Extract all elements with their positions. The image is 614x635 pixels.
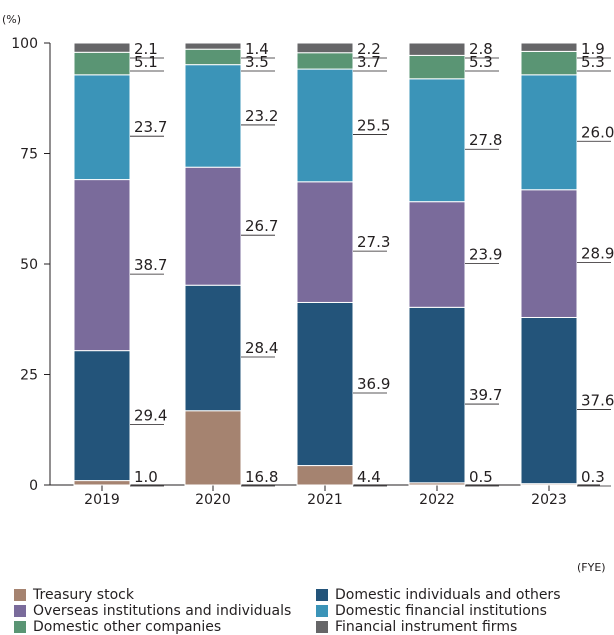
- data-label: 5.3: [469, 53, 493, 71]
- y-tick-label: 50: [20, 257, 38, 273]
- legend-swatch: [316, 589, 328, 601]
- data-label: 5.3: [581, 53, 605, 71]
- data-label: 2.2: [357, 40, 381, 58]
- bar-segment: [184, 166, 242, 286]
- data-label: 1.0: [134, 468, 158, 486]
- bar-segment: [184, 42, 242, 50]
- legend-item-treasury-stock: Treasury stock: [14, 587, 134, 603]
- data-label: 26.7: [245, 217, 278, 235]
- legend-item-domestic-other-companies: Domestic other companies: [14, 619, 221, 635]
- x-tick-label: 2020: [195, 492, 231, 508]
- legend-label: Treasury stock: [33, 587, 134, 603]
- legend-item-financial-instrument-firms: Financial instrument firms: [316, 619, 517, 635]
- data-label: 27.3: [357, 233, 390, 251]
- chart-svg: 0 25 50 75 100 2019 1.0 29.4 38.7 23.7 5.12.1 2020 1…: [11, 36, 614, 508]
- data-label: 23.2: [245, 107, 278, 125]
- data-label: 1.9: [581, 40, 605, 58]
- data-label: 3.7: [357, 53, 381, 71]
- bar-segment: [408, 78, 466, 203]
- data-label: 28.9: [581, 245, 614, 263]
- bar-segment: [408, 201, 466, 308]
- bar-segment: [408, 306, 466, 484]
- y-tick-label: 0: [29, 478, 38, 494]
- data-label: 25.5: [357, 116, 390, 134]
- legend-swatch: [14, 621, 26, 633]
- x-tick-label: 2023: [531, 492, 567, 508]
- bar-segment: [184, 48, 242, 66]
- y-unit-label: (%): [2, 13, 22, 26]
- bar-segment: [73, 74, 131, 181]
- legend-label: Overseas institutions and individuals: [33, 603, 292, 619]
- data-label: 16.8: [245, 468, 278, 486]
- bar-segment: [184, 410, 242, 486]
- legend-label: Domestic financial institutions: [335, 603, 547, 619]
- data-label: 0.5: [469, 468, 493, 486]
- bar-segment: [296, 465, 354, 486]
- data-label: 23.9: [469, 245, 502, 263]
- stacked-bar-chart: 0 25 50 75 100 2019 1.0 29.4 38.7 23.7 5.1 2.1 2020 1…: [11, 36, 614, 508]
- legend-item-domestic-financial-institutions: Domestic financial institutions: [316, 603, 547, 619]
- y-tick-label: 75: [20, 147, 38, 163]
- bar-segment: [184, 64, 242, 168]
- bar-segment: [296, 301, 354, 467]
- bar-segment: [296, 42, 354, 54]
- data-label: 1.4: [245, 40, 269, 58]
- legend-swatch: [14, 589, 26, 601]
- data-label: 2.8: [469, 40, 493, 58]
- bar-segment: [520, 189, 578, 318]
- bar-segment: [296, 181, 354, 303]
- bar-segment: [520, 316, 578, 485]
- data-label: 3.5: [245, 53, 269, 71]
- data-label: 26.0: [581, 123, 614, 141]
- bar-segment: [296, 68, 354, 183]
- bar-segment: [520, 74, 578, 191]
- bar-segment: [73, 350, 131, 482]
- bar-segment: [296, 52, 354, 70]
- y-tick-label: 100: [11, 36, 38, 52]
- bar-segment: [408, 42, 466, 56]
- data-label: 23.7: [134, 118, 167, 136]
- bar-segment: [73, 179, 131, 352]
- data-label: 29.4: [134, 407, 167, 425]
- data-label: 36.9: [357, 375, 390, 393]
- data-label: 28.4: [245, 339, 278, 357]
- legend-swatch: [316, 605, 328, 617]
- legend-item-domestic-individuals: Domestic individuals and others: [316, 587, 560, 603]
- legend-label: Financial instrument firms: [335, 619, 518, 635]
- legend-label: Domestic individuals and others: [335, 587, 561, 603]
- y-tick-label: 25: [20, 368, 38, 384]
- legend-item-overseas-institutions: Overseas institutions and individuals: [14, 603, 291, 619]
- data-label: 5.1: [134, 53, 158, 71]
- data-label: 38.7: [134, 256, 167, 274]
- data-label: 4.4: [357, 468, 381, 486]
- bar-segment: [73, 51, 131, 76]
- data-label: 2.1: [134, 40, 158, 58]
- bar-segment: [520, 50, 578, 76]
- bar-segment: [520, 42, 578, 52]
- x-unit-label: (FYE): [577, 561, 606, 574]
- bar-segment: [73, 480, 131, 486]
- x-tick-label: 2022: [419, 492, 455, 508]
- bar-segment: [73, 42, 131, 53]
- bar-segment: [184, 284, 242, 412]
- bar-segment: [408, 54, 466, 80]
- legend-swatch: [316, 621, 328, 633]
- x-tick-label: 2019: [84, 492, 120, 508]
- data-label: 39.7: [469, 386, 502, 404]
- x-tick-label: 2021: [307, 492, 343, 508]
- legend-label: Domestic other companies: [33, 619, 222, 635]
- data-label: 27.8: [469, 131, 502, 149]
- data-label: 37.6: [581, 392, 614, 410]
- data-label: 0.3: [581, 468, 605, 486]
- legend-swatch: [14, 605, 26, 617]
